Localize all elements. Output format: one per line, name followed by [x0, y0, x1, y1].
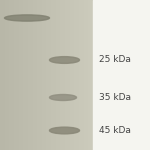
Ellipse shape	[50, 127, 80, 134]
Ellipse shape	[50, 94, 76, 100]
Ellipse shape	[4, 15, 50, 21]
Text: 25 kDa: 25 kDa	[99, 56, 131, 64]
Bar	[93, 0, 150, 150]
Ellipse shape	[50, 57, 80, 63]
Text: 45 kDa: 45 kDa	[99, 126, 131, 135]
Text: 35 kDa: 35 kDa	[99, 93, 131, 102]
